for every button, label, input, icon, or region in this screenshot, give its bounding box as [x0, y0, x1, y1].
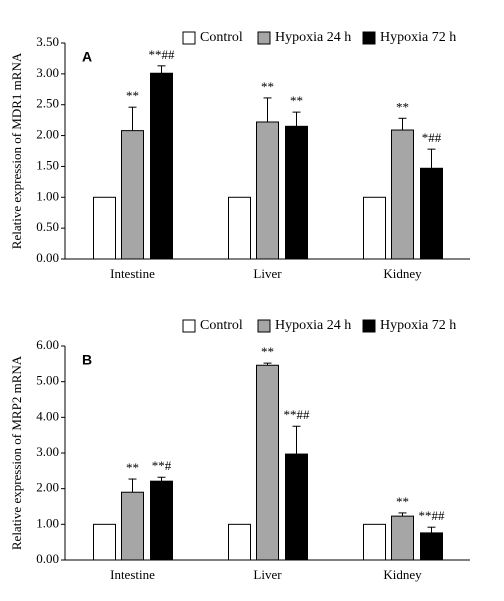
y-tick-label: 2.00 [36, 480, 59, 495]
x-tick-label: Liver [253, 266, 282, 281]
error-bar [157, 65, 166, 74]
error-bar [427, 526, 436, 533]
y-tick-label: 2.50 [36, 96, 59, 111]
error-bar [292, 111, 301, 127]
bar [391, 129, 414, 260]
x-tick-label: Intestine [110, 266, 155, 281]
significance-label: ** [396, 99, 409, 114]
y-tick-label: 1.50 [36, 157, 59, 172]
bar [420, 532, 443, 561]
error-bar [263, 362, 272, 366]
significance-label: ** [396, 494, 409, 509]
legend-label: Hypoxia 24 h [275, 318, 351, 333]
legend-swatch [257, 319, 271, 333]
bar [228, 523, 251, 561]
y-tick-label: 0.00 [36, 551, 59, 566]
significance-label: ** [261, 344, 274, 359]
bar [256, 121, 279, 260]
error-bar [157, 476, 166, 482]
y-tick-label: 3.00 [36, 65, 59, 80]
significance-label: **## [419, 508, 446, 523]
error-bar [398, 117, 407, 131]
y-tick-label: 0.00 [36, 250, 59, 265]
x-tick-label: Kidney [383, 266, 422, 281]
y-tick-label: 4.00 [36, 408, 59, 423]
significance-label: ** [126, 88, 139, 103]
error-bar [292, 425, 301, 455]
error-bar [128, 478, 137, 493]
bar [420, 167, 443, 260]
bar [228, 196, 251, 260]
y-tick-label: 1.00 [36, 515, 59, 530]
bar [363, 196, 386, 260]
x-tick-label: Intestine [110, 567, 155, 582]
bar [121, 491, 144, 561]
significance-label: **## [149, 47, 176, 62]
bar [93, 196, 116, 260]
y-axis-label: Relative expression of MDR1 mRNA [9, 52, 24, 249]
legend-swatch [362, 319, 376, 333]
y-tick-label: 3.00 [36, 444, 59, 459]
panel-label: A [82, 49, 92, 65]
significance-label: **## [284, 407, 311, 422]
x-tick-label: Liver [253, 567, 282, 582]
bar [121, 130, 144, 260]
error-bar [128, 106, 137, 131]
y-axis-label: Relative expression of MRP2 mRNA [9, 355, 24, 550]
error-bar [398, 512, 407, 517]
bar [285, 125, 308, 260]
y-tick-label: 2.00 [36, 127, 59, 142]
significance-label: ** [290, 93, 303, 108]
legend-label: Control [200, 318, 243, 333]
error-bar [263, 97, 272, 122]
bar [150, 480, 173, 561]
legend-label: Hypoxia 72 h [380, 30, 456, 45]
legend-swatch [182, 319, 196, 333]
y-tick-label: 6.00 [36, 337, 59, 352]
bar [363, 523, 386, 561]
legend-swatch [362, 31, 376, 45]
y-tick-label: 1.00 [36, 188, 59, 203]
legend-swatch [182, 31, 196, 45]
significance-label: ** [261, 79, 274, 94]
significance-label: **# [152, 458, 172, 473]
x-tick-label: Kidney [383, 567, 422, 582]
y-tick-label: 0.50 [36, 219, 59, 234]
bar [150, 72, 173, 260]
bar [285, 453, 308, 561]
bar [256, 364, 279, 561]
legend-label: Hypoxia 72 h [380, 318, 456, 333]
legend-swatch [257, 31, 271, 45]
legend-label: Hypoxia 24 h [275, 30, 351, 45]
bar [93, 523, 116, 561]
error-bar [427, 148, 436, 169]
legend-label: Control [200, 30, 243, 45]
panel-label: B [82, 352, 92, 368]
bar [391, 515, 414, 561]
y-tick-label: 5.00 [36, 373, 59, 388]
y-tick-label: 3.50 [36, 34, 59, 49]
significance-label: ** [126, 460, 139, 475]
significance-label: *## [422, 130, 442, 145]
